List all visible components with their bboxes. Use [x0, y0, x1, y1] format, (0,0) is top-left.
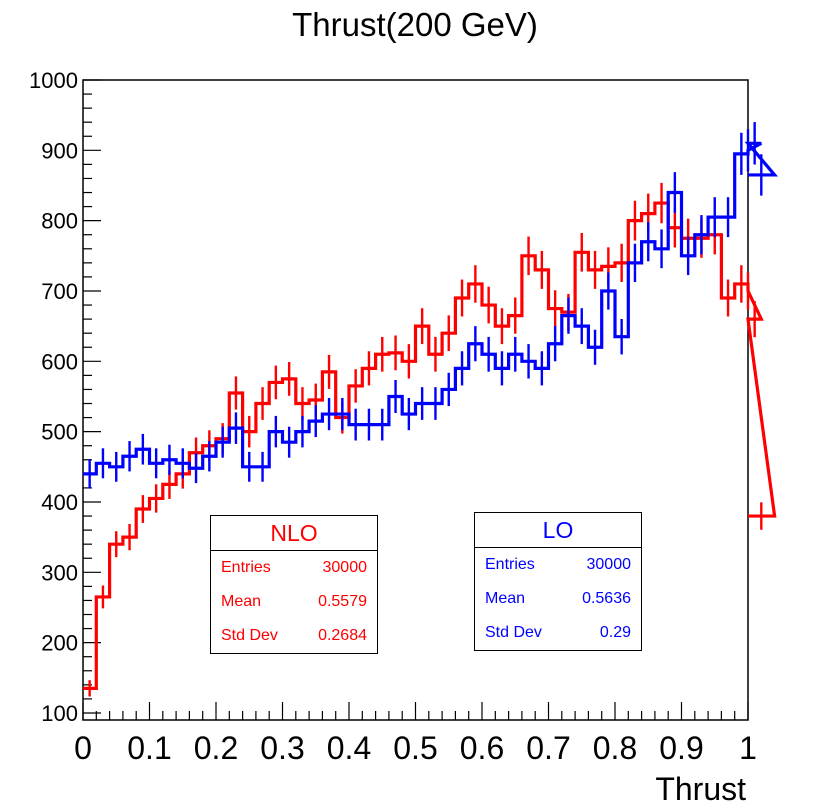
y-tick-label: 100	[41, 701, 78, 726]
y-tick-label: 1000	[29, 68, 78, 93]
nlo-mean-row: Mean 0.5579	[211, 585, 377, 619]
x-tick-label: 0.3	[260, 730, 304, 766]
y-tick-label: 500	[41, 420, 78, 445]
lo-mean-label: Mean	[485, 590, 526, 607]
x-axis-label: Thrust	[655, 771, 746, 804]
x-tick-label: 1	[739, 730, 757, 766]
lo-mean-row: Mean 0.5636	[475, 582, 641, 616]
lo-std-label: Std Dev	[485, 624, 542, 641]
x-tick-label: 0.8	[593, 730, 637, 766]
nlo-mean-label: Mean	[221, 593, 262, 610]
x-tick-label: 0.5	[393, 730, 437, 766]
nlo-entries-label: Entries	[221, 559, 271, 576]
lo-std-value: 0.29	[599, 624, 631, 641]
nlo-std-row: Std Dev 0.2684	[211, 619, 377, 653]
lo-std-row: Std Dev 0.29	[475, 616, 641, 650]
x-tick-label: 0.7	[526, 730, 570, 766]
y-tick-label: 400	[41, 490, 78, 515]
lo-entries-value: 30000	[586, 556, 632, 573]
lo-entries-row: Entries 30000	[475, 548, 641, 582]
y-tick-label: 300	[41, 560, 78, 585]
nlo-entries-row: Entries 30000	[211, 551, 377, 585]
lo-mean-value: 0.5636	[582, 590, 631, 607]
nlo-stats-box: NLO Entries 30000 Mean 0.5579 Std Dev 0.…	[210, 515, 378, 654]
nlo-stats-title: NLO	[211, 516, 377, 551]
lo-histogram-line	[83, 141, 779, 476]
x-tick-label: 0.2	[194, 730, 238, 766]
x-tick-label: 0.4	[327, 730, 371, 766]
nlo-mean-value: 0.5579	[318, 593, 367, 610]
y-tick-label: 800	[41, 209, 78, 234]
y-tick-label: 900	[41, 138, 78, 163]
nlo-std-value: 0.2684	[318, 627, 367, 644]
y-tick-label: 700	[41, 279, 78, 304]
x-tick-label: 0	[74, 730, 92, 766]
x-tick-label: 0.1	[127, 730, 171, 766]
nlo-histogram-line	[83, 201, 777, 690]
chart-title: Thrust(200 GeV)	[292, 6, 538, 43]
lo-entries-label: Entries	[485, 556, 535, 573]
y-tick-label: 200	[41, 631, 78, 656]
nlo-std-label: Std Dev	[221, 627, 278, 644]
lo-stats-box: LO Entries 30000 Mean 0.5636 Std Dev 0.2…	[474, 512, 642, 651]
nlo-entries-value: 30000	[322, 559, 368, 576]
plot-frame	[82, 79, 749, 721]
x-tick-label: 0.6	[460, 730, 504, 766]
y-tick-label: 600	[41, 349, 78, 374]
x-tick-label: 0.9	[659, 730, 703, 766]
lo-stats-title: LO	[475, 513, 641, 548]
